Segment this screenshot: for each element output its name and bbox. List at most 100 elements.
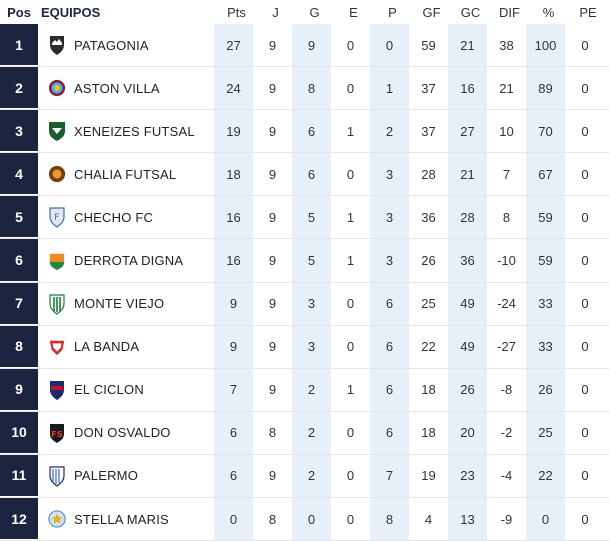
team-name[interactable]: PALERMO	[74, 468, 139, 484]
j-cell: 9	[268, 253, 277, 269]
header-p: P	[388, 4, 397, 20]
header-e: E	[349, 4, 358, 20]
g-cell: 2	[292, 411, 331, 454]
g-cell: 6	[292, 153, 331, 196]
table-row[interactable]: 7 MONTE VIEJO 9 9 3 0 6 25 49 -24 33 0	[0, 282, 609, 326]
header-pts: Pts	[227, 4, 246, 20]
j-cell: 9	[268, 382, 277, 398]
svg-text:F: F	[54, 213, 59, 223]
pe-cell: 0	[581, 339, 589, 355]
gc-cell: 26	[448, 368, 487, 411]
pe-cell: 0	[581, 253, 589, 269]
j-cell: 8	[268, 511, 277, 527]
dif-cell: 21	[499, 80, 514, 96]
position-cell: 8	[0, 325, 38, 368]
team-cell[interactable]: XENEIZES FUTSAL	[38, 110, 214, 152]
position-cell: 3	[0, 110, 38, 153]
pts-cell: 6	[214, 454, 253, 498]
e-cell: 0	[346, 425, 355, 441]
don-osvaldo-crest-icon: FS	[48, 422, 66, 444]
team-cell[interactable]: EL CICLON	[38, 369, 214, 411]
team-name[interactable]: CHECHO FC	[74, 209, 154, 225]
team-name[interactable]: DON OSVALDO	[74, 425, 171, 441]
team-cell[interactable]: F CHECHO FC	[38, 196, 214, 238]
g-cell: 2	[292, 454, 331, 498]
team-name[interactable]: CHALIA FUTSAL	[74, 166, 177, 182]
position-cell: 10	[0, 411, 38, 454]
table-row[interactable]: 5 F CHECHO FC 16 9 5 1 3 36 28 8 59 0	[0, 196, 609, 240]
pe-cell: 0	[581, 425, 589, 441]
team-cell[interactable]: FS DON OSVALDO	[38, 412, 214, 454]
team-cell[interactable]: MONTE VIEJO	[38, 283, 214, 325]
header-pe: PE	[579, 4, 597, 20]
pct-cell: 22	[526, 454, 565, 498]
team-cell[interactable]: PALERMO	[38, 455, 214, 497]
dif-cell: 7	[502, 166, 511, 182]
table-row[interactable]: 8 LA BANDA 9 9 3 0 6 22 49 -27 33 0	[0, 325, 609, 369]
g-cell: 9	[292, 24, 331, 67]
gc-cell: 28	[448, 196, 487, 239]
pe-cell: 0	[581, 209, 589, 225]
team-name[interactable]: PATAGONIA	[74, 37, 149, 53]
table-row[interactable]: 2 ASTON VILLA 24 9 8 0 1 37 16 21 89 0	[0, 67, 609, 111]
gc-cell: 21	[448, 24, 487, 67]
patagonia-crest-icon	[48, 34, 66, 56]
team-cell[interactable]: ASTON VILLA	[38, 67, 214, 109]
team-name[interactable]: DERROTA DIGNA	[74, 253, 184, 269]
team-cell[interactable]: STELLA MARIS	[38, 498, 214, 540]
team-name[interactable]: LA BANDA	[74, 339, 140, 355]
table-row[interactable]: 12 STELLA MARIS 0 8 0 0 8 4 13 -9 0 0	[0, 498, 609, 541]
dif-cell: -10	[497, 253, 516, 269]
header-g: G	[309, 4, 320, 20]
gf-cell: 59	[421, 37, 436, 53]
checho-crest-icon: F	[48, 206, 66, 229]
table-row[interactable]: 1 PATAGONIA 27 9 9 0 0 59 21 38 100 0	[0, 24, 609, 68]
team-name[interactable]: MONTE VIEJO	[74, 296, 165, 312]
gf-cell: 18	[421, 425, 436, 441]
team-name[interactable]: ASTON VILLA	[74, 80, 160, 96]
table-row[interactable]: 4 CHALIA FUTSAL 18 9 6 0 3 28 21 7 67 0	[0, 153, 609, 197]
gc-cell: 16	[448, 67, 487, 110]
team-cell[interactable]: LA BANDA	[38, 326, 214, 368]
dif-cell: -2	[500, 425, 513, 441]
p-cell: 7	[370, 454, 409, 498]
dif-cell: -9	[500, 511, 513, 527]
pts-cell: 9	[214, 325, 253, 368]
pts-cell: 19	[214, 110, 253, 153]
j-cell: 9	[268, 123, 277, 139]
table-row[interactable]: 6 DERROTA DIGNA 16 9 5 1 3 26 36 -10 59 0	[0, 239, 609, 283]
aston-villa-crest-icon	[48, 77, 66, 99]
e-cell: 0	[346, 80, 355, 96]
pct-cell: 33	[526, 325, 565, 368]
svg-text:FS: FS	[51, 430, 63, 439]
g-cell: 5	[292, 239, 331, 282]
header-j: J	[272, 4, 279, 20]
team-name[interactable]: XENEIZES FUTSAL	[74, 123, 195, 139]
team-cell[interactable]: DERROTA DIGNA	[38, 239, 214, 281]
table-row[interactable]: 11 PALERMO 6 9 2 0 7 19 23 -4 22 0	[0, 454, 609, 499]
position-cell: 12	[0, 498, 38, 541]
j-cell: 9	[268, 296, 277, 312]
team-cell[interactable]: PATAGONIA	[38, 24, 214, 66]
table-row[interactable]: 9 EL CICLON 7 9 2 1 6 18 26 -8 26 0	[0, 368, 609, 412]
position-cell: 11	[0, 454, 38, 498]
table-row[interactable]: 10 FS DON OSVALDO 6 8 2 0 6 18 20 -2 25 0	[0, 411, 609, 455]
pe-cell: 0	[581, 80, 589, 96]
e-cell: 0	[346, 339, 355, 355]
gf-cell: 4	[424, 511, 433, 527]
pts-cell: 7	[214, 368, 253, 411]
p-cell: 6	[370, 368, 409, 411]
team-name[interactable]: EL CICLON	[74, 382, 144, 398]
gc-cell: 27	[448, 110, 487, 153]
gc-cell: 49	[448, 325, 487, 368]
j-cell: 9	[268, 166, 277, 182]
j-cell: 9	[268, 209, 277, 225]
pe-cell: 0	[581, 166, 589, 182]
stella-maris-crest-icon	[48, 508, 66, 530]
team-name[interactable]: STELLA MARIS	[74, 511, 169, 527]
gf-cell: 25	[421, 296, 436, 312]
position-cell: 1	[0, 24, 38, 67]
table-row[interactable]: 3 XENEIZES FUTSAL 19 9 6 1 2 37 27 10 70 0	[0, 110, 609, 154]
team-cell[interactable]: CHALIA FUTSAL	[38, 153, 214, 195]
